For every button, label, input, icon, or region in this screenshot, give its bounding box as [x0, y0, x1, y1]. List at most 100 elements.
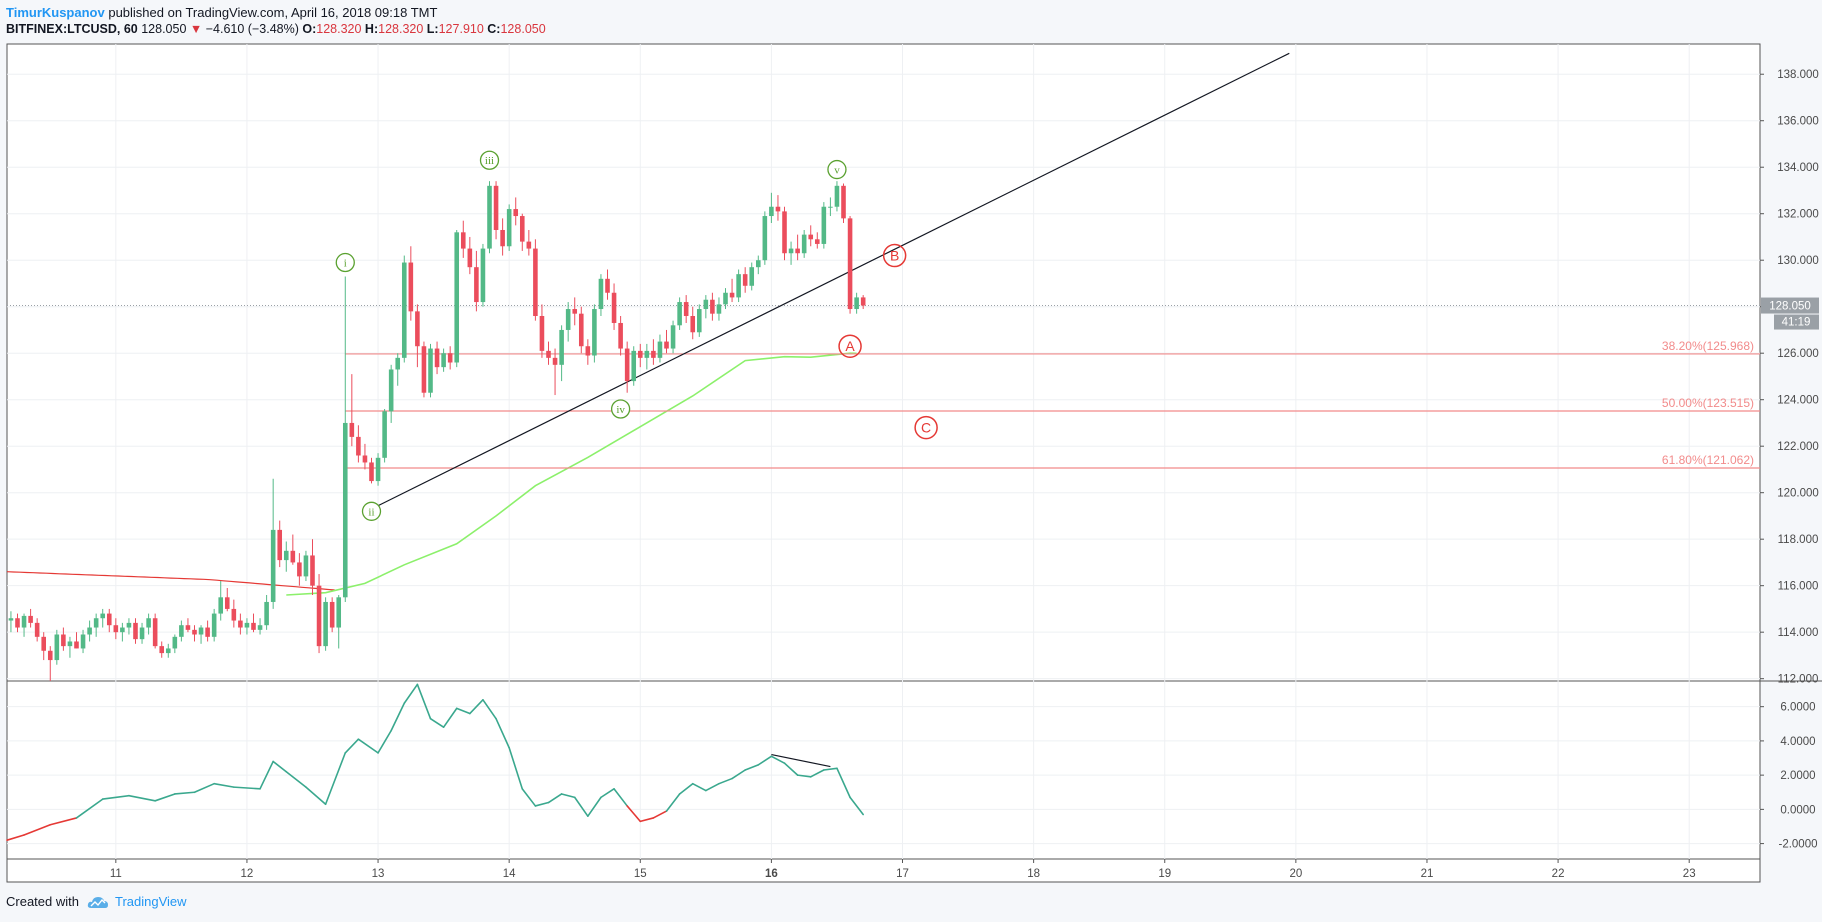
candle-body — [611, 292, 617, 323]
time-tick-label: 14 — [503, 868, 516, 880]
oscillator-axis[interactable]: 6.0000 4.0000 2.0000 0.0000 -2.0000 — [1760, 702, 1818, 851]
time-tick-label: 12 — [241, 868, 254, 880]
oscillator-segment — [770, 755, 786, 764]
candle-body — [775, 206, 781, 212]
candle-body — [519, 216, 525, 242]
time-axis[interactable]: 11 12 13 14 15 16 17 18 19 20 21 22 23 — [110, 859, 1696, 880]
price-tick-label: 130.000 — [1777, 255, 1819, 267]
oscillator-segment — [600, 788, 615, 799]
candle-body — [565, 309, 571, 330]
trendline[interactable] — [371, 52, 1290, 510]
candle-body — [238, 620, 243, 628]
candle-body — [605, 278, 610, 293]
oscillator-tick-label: 4.0000 — [1780, 736, 1815, 748]
candle-body — [493, 185, 499, 230]
tradingview-cloud-icon[interactable] — [87, 895, 109, 909]
green-moving-average — [286, 352, 857, 596]
candle-body — [428, 348, 433, 393]
oscillator-segment — [259, 760, 274, 790]
oscillator-segment — [744, 764, 760, 771]
time-tick-label: 15 — [634, 868, 647, 880]
candle-body — [618, 322, 623, 349]
close-value: 128.050 — [500, 22, 546, 36]
candle-body — [257, 625, 263, 630]
open-label: O: — [302, 22, 317, 36]
candle-body — [703, 299, 709, 310]
abc-label-circle[interactable] — [882, 243, 907, 268]
candle-body — [480, 248, 486, 303]
price-axis[interactable]: 112.000 114.000 116.000 118.000 120.000 122.0… — [1760, 69, 1819, 686]
close-label: C: — [487, 22, 501, 36]
candle-body — [159, 646, 165, 654]
wave-label-circle[interactable] — [479, 150, 500, 170]
candle-body — [113, 625, 119, 633]
abc-label-circle[interactable] — [914, 415, 938, 440]
candle-body — [657, 341, 663, 358]
wave-label-circle[interactable] — [827, 159, 847, 180]
candle-body — [8, 618, 14, 621]
countdown-tag-text: 41:19 — [1782, 317, 1811, 329]
candle-body — [270, 529, 276, 602]
oscillator-segment — [344, 738, 360, 754]
down-arrow-icon: ▼ — [189, 22, 203, 36]
candle-body — [854, 297, 859, 310]
price-tick-label: 124.000 — [1777, 395, 1819, 407]
wave-label-circle[interactable] — [335, 252, 355, 273]
candle-body — [146, 618, 151, 628]
oscillator-segment — [154, 793, 176, 802]
candle-body — [139, 627, 145, 640]
oscillator-segment — [796, 774, 812, 778]
candle-body — [434, 348, 440, 368]
candle-body — [297, 562, 302, 577]
tradingview-link[interactable]: TradingView — [114, 894, 187, 909]
time-tick-label: 23 — [1683, 868, 1696, 880]
candle-body — [133, 622, 138, 640]
trendline-segment[interactable] — [371, 52, 1290, 510]
oscillator-segment — [482, 699, 497, 720]
oscillator-segment — [613, 788, 628, 807]
time-tick-label: 11 — [110, 868, 122, 880]
candle-body — [683, 302, 689, 317]
wave-label-circle[interactable] — [610, 399, 631, 419]
oscillator-segment — [836, 767, 851, 799]
author-link[interactable]: TimurKuspanov — [6, 5, 105, 20]
candle-body — [41, 636, 47, 651]
candle-body — [93, 618, 99, 628]
candle-body — [801, 234, 807, 254]
candle-body — [716, 304, 722, 314]
candle-body — [80, 634, 86, 649]
candle-body — [152, 618, 158, 647]
candle-body — [329, 601, 335, 628]
candle-body — [690, 316, 696, 333]
candle-body — [644, 350, 650, 358]
abc-label-circle[interactable] — [838, 334, 862, 358]
green-ma-line — [286, 352, 857, 596]
candle-body — [500, 229, 505, 247]
candle-body — [841, 185, 846, 219]
oscillator-segment — [534, 801, 550, 807]
candle-body — [74, 641, 79, 649]
price-tick-label: 134.000 — [1777, 162, 1819, 174]
abc-label-text: C — [921, 420, 931, 436]
fibonacci-levels[interactable]: 38.20%(125.968) 50.00%(123.515) 61.80%(121… — [345, 339, 1760, 469]
candle-body — [637, 350, 643, 358]
time-tick-label: 16 — [765, 868, 778, 880]
candle-body — [860, 297, 866, 306]
candle-body — [710, 299, 715, 314]
candle-body — [375, 457, 381, 482]
divergence-line[interactable] — [771, 754, 831, 768]
candle-body — [323, 601, 328, 647]
candle-body — [15, 618, 20, 628]
candle-body — [165, 648, 171, 654]
oscillator-segment — [823, 767, 838, 771]
candle-body — [572, 309, 578, 314]
wave-label-circle[interactable] — [361, 501, 382, 521]
candle-body — [513, 209, 519, 217]
price-tick-label: 122.000 — [1777, 441, 1819, 453]
symbol-label[interactable]: BITFINEX:LTCUSD, 60 — [6, 22, 138, 36]
candle-body — [769, 206, 774, 217]
candle-body — [362, 455, 368, 463]
candle-body — [651, 350, 656, 358]
